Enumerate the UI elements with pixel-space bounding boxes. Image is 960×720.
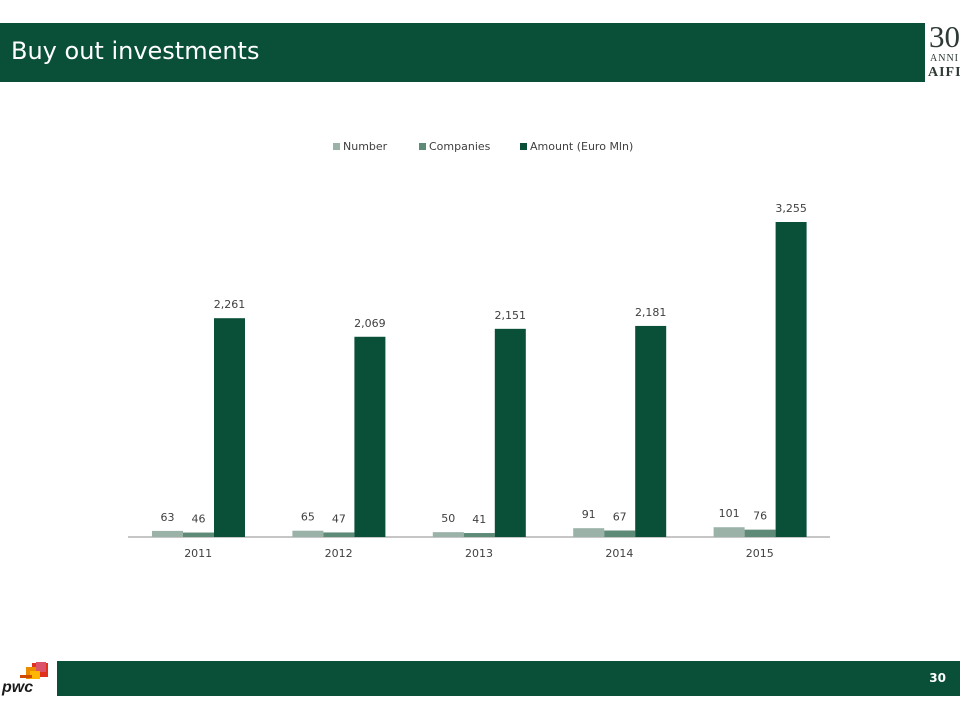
- pwc-logo-icon: [20, 662, 48, 679]
- page-number: 30: [929, 671, 946, 685]
- bar: [573, 528, 605, 537]
- x-tick-label: 2012: [325, 547, 353, 560]
- bar: [214, 318, 245, 537]
- logo-brand: AIFI: [928, 65, 960, 80]
- page-title: Buy out investments: [11, 37, 260, 65]
- legend-swatch: [419, 143, 426, 150]
- legend-label: Amount (Euro Mln): [530, 140, 633, 153]
- data-label: 91: [582, 508, 596, 521]
- bar: [292, 530, 324, 537]
- footer-bar: 30: [57, 661, 960, 696]
- legend-label: Companies: [429, 140, 491, 153]
- data-label: 67: [613, 511, 627, 524]
- bar: [713, 527, 745, 537]
- data-label: 47: [332, 512, 346, 525]
- bar: [744, 529, 776, 537]
- data-label: 50: [441, 512, 455, 525]
- aifi-30-anni-logo: 30 ANNI AIFI: [927, 22, 960, 82]
- logo-subtitle: ANNI: [930, 53, 959, 64]
- legend-swatch: [520, 143, 527, 150]
- bar: [354, 336, 386, 537]
- data-label: 46: [192, 513, 206, 526]
- data-label: 76: [753, 510, 767, 523]
- x-tick-label: 2013: [465, 547, 493, 560]
- bar: [152, 530, 183, 537]
- legend-label: Number: [343, 140, 388, 153]
- x-tick-label: 2011: [184, 547, 212, 560]
- data-label: 65: [301, 511, 315, 524]
- logo-number: 30: [929, 22, 960, 54]
- bar: [323, 532, 355, 537]
- bar: [183, 532, 214, 537]
- legend-swatch: [333, 143, 340, 150]
- bar: [775, 222, 807, 537]
- x-tick-label: 2014: [605, 547, 633, 560]
- data-label: 2,151: [495, 309, 527, 322]
- data-label: 2,069: [354, 317, 386, 330]
- x-tick-label: 2015: [746, 547, 774, 560]
- data-label: 101: [719, 507, 740, 520]
- bar-chart: Number Companies Amount (Euro Mln) 63 46 2,26…: [128, 140, 830, 560]
- bar: [635, 325, 667, 537]
- data-label: 3,255: [775, 202, 807, 215]
- bar: [432, 532, 464, 537]
- data-label: 2,261: [214, 298, 246, 311]
- bar: [463, 533, 495, 537]
- bar: [604, 530, 636, 537]
- data-label: 2,181: [635, 306, 667, 319]
- data-label: 41: [472, 513, 486, 526]
- pwc-wordmark: pwc: [2, 679, 34, 696]
- header-bar: Buy out investments: [0, 23, 925, 82]
- bar: [494, 328, 526, 537]
- data-label: 63: [161, 511, 175, 524]
